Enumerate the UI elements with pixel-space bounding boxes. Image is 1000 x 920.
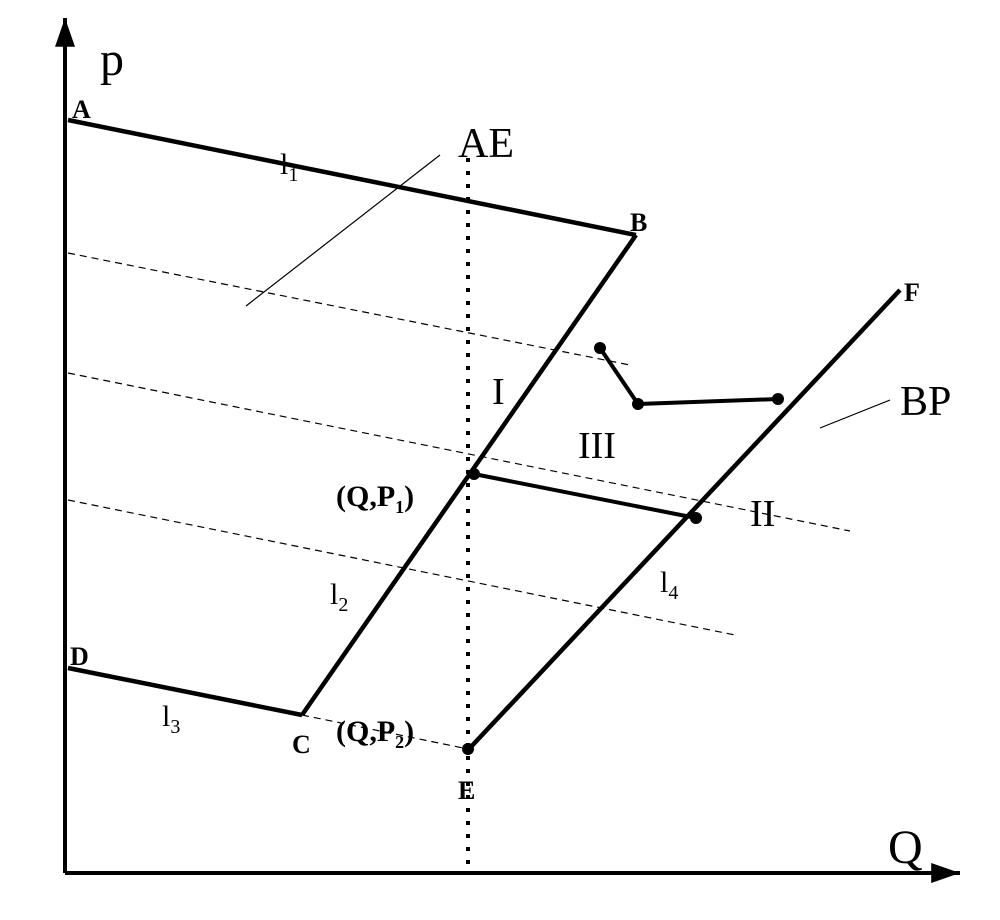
line-label-l4: l4 xyxy=(660,566,678,605)
point-label-f: F xyxy=(904,278,920,308)
region-label-ii: II xyxy=(750,492,775,536)
region-label-i: I xyxy=(492,370,505,414)
callout-ae: AE xyxy=(458,120,514,168)
callout-bp: BP xyxy=(900,378,951,426)
point-label-b: B xyxy=(630,208,647,238)
line-label-l3: l3 xyxy=(162,700,180,739)
point-label-d: D xyxy=(70,642,89,672)
line-label-l2: l2 xyxy=(330,578,348,617)
point-label-c: C xyxy=(292,730,311,760)
region-label-iii: III xyxy=(578,424,616,468)
diagram-canvas: pQABCDEFl1l2l3l4IIIIIIAEBP(Q,P1)(Q,P2) xyxy=(0,0,1000,920)
coord-label-qp2: (Q,P2) xyxy=(336,715,414,753)
axis-label-p: p xyxy=(100,32,124,87)
point-label-e: E xyxy=(458,776,475,806)
point-label-a: A xyxy=(72,95,91,125)
line-label-l1: l1 xyxy=(280,148,298,187)
coord-label-qp1: (Q,P1) xyxy=(336,480,414,518)
axis-label-q: Q xyxy=(888,820,923,875)
